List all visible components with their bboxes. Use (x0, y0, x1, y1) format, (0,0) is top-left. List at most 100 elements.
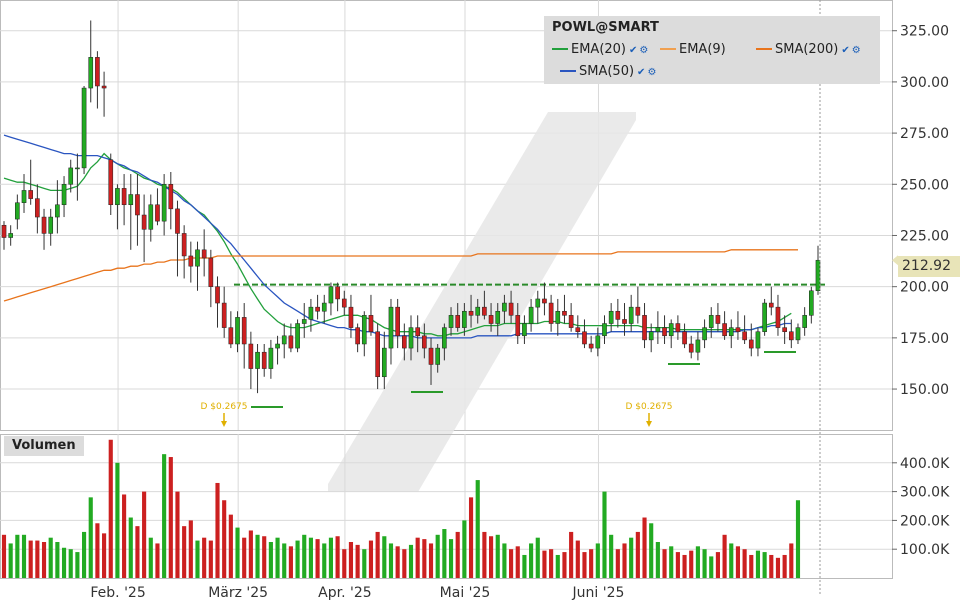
candle-body (748, 339, 754, 349)
volume-bar (41, 542, 47, 578)
legend-label: SMA(50) (579, 64, 635, 79)
candle-body (682, 331, 687, 345)
volume-panel-header: Volumen (4, 436, 84, 456)
candle-body (668, 323, 674, 337)
candle-body (108, 159, 114, 206)
volume-bar (408, 544, 414, 578)
legend-label: EMA(9) (679, 42, 726, 57)
candle-body (168, 184, 174, 210)
candle-body (341, 298, 347, 308)
candle-body (328, 286, 334, 304)
volume-bar (635, 531, 640, 578)
volume-bar (202, 537, 207, 578)
volume-bar (188, 520, 193, 578)
price-tick-label: 300.00 (900, 75, 949, 91)
volume-bar (182, 526, 187, 578)
candle-body (762, 302, 767, 332)
candle-body (1, 224, 7, 238)
candle-body (381, 347, 387, 378)
volume-bar (428, 543, 434, 578)
month-tick-label: Mai '25 (440, 585, 491, 600)
legend-title: POWL@SMART (552, 20, 659, 35)
watermark-logo (328, 112, 636, 492)
legend-item-ema9[interactable]: EMA(9) (660, 42, 726, 57)
volume-bar (468, 497, 474, 578)
candle-body (115, 188, 120, 206)
candle-body (28, 190, 34, 199)
volume-bar (555, 554, 560, 578)
volume-bar (135, 526, 140, 578)
legend-item-sma200[interactable]: SMA(200) ✔ ⚙ (756, 42, 861, 57)
candle-body (181, 233, 187, 257)
candle-body (508, 302, 514, 316)
volume-bar (242, 537, 247, 578)
candle-body (695, 339, 701, 353)
volume-bar (769, 554, 774, 578)
candle-body (15, 202, 20, 220)
candle-body (622, 319, 627, 324)
candle-body (135, 194, 140, 216)
volume-bar (55, 542, 60, 578)
volume-bar (782, 554, 787, 578)
candle-body (662, 327, 667, 337)
candle-body (295, 323, 300, 349)
volume-bar (789, 543, 794, 578)
candle-body (775, 306, 781, 328)
volume-bar (662, 549, 667, 578)
ema20-swatch-icon (552, 47, 568, 50)
candle-body (335, 286, 340, 300)
volume-bar (422, 539, 427, 578)
last-price-pointer (892, 255, 898, 266)
candle-body (715, 315, 721, 324)
volume-bar (475, 480, 480, 578)
gear-icon[interactable]: ⚙ (639, 45, 649, 56)
candle-body (355, 327, 360, 345)
gear-icon[interactable]: ⚙ (851, 45, 861, 56)
price-tick-label: 175.00 (900, 331, 949, 347)
candle-body (595, 335, 601, 349)
last-price-tag: 212.92 (898, 256, 960, 277)
volume-bar (742, 549, 747, 578)
candle-body (795, 327, 801, 341)
candle-body (462, 310, 467, 328)
volume-bar (262, 536, 267, 578)
candle-body (475, 306, 481, 316)
candle-body (55, 204, 60, 218)
volume-panel-frame (0, 434, 893, 579)
volume-bar (128, 517, 133, 578)
sma50-swatch-icon (560, 69, 576, 72)
candle-body (95, 57, 100, 87)
check-icon[interactable]: ✔ (629, 45, 638, 56)
check-icon[interactable]: ✔ (841, 45, 850, 56)
legend-item-sma50[interactable]: SMA(50) ✔ ⚙ (560, 64, 656, 79)
candle-body (788, 331, 794, 341)
candle-body (722, 323, 727, 337)
candle-body (268, 347, 274, 369)
volume-bar (68, 549, 73, 578)
volume-bar (348, 542, 354, 578)
volume-label: Volumen (12, 438, 76, 453)
volume-bar (168, 457, 173, 578)
volume-tick-label: 400.0K (900, 456, 950, 472)
price-tick-label: 225.00 (900, 228, 949, 244)
candle-body (422, 335, 427, 349)
candle-body (675, 323, 681, 332)
volume-bar (308, 537, 313, 578)
candle-body (588, 343, 594, 349)
candle-body (155, 204, 160, 222)
volume-bar (81, 531, 87, 578)
legend-item-ema20[interactable]: EMA(20) ✔ ⚙ (552, 42, 648, 57)
check-icon[interactable]: ✔ (637, 67, 646, 78)
candle-body (201, 249, 207, 259)
gear-icon[interactable]: ⚙ (647, 67, 657, 78)
volume-bar (362, 549, 367, 578)
dividend-label: D $0.2675 (200, 402, 247, 412)
candle-body (75, 167, 80, 170)
volume-bar (442, 529, 447, 578)
candle-body (495, 310, 501, 324)
volume-bar (669, 546, 674, 578)
volume-bar (335, 536, 340, 578)
volume-bar (61, 547, 67, 578)
ema9-swatch-icon (660, 47, 676, 50)
candle-body (542, 298, 547, 304)
